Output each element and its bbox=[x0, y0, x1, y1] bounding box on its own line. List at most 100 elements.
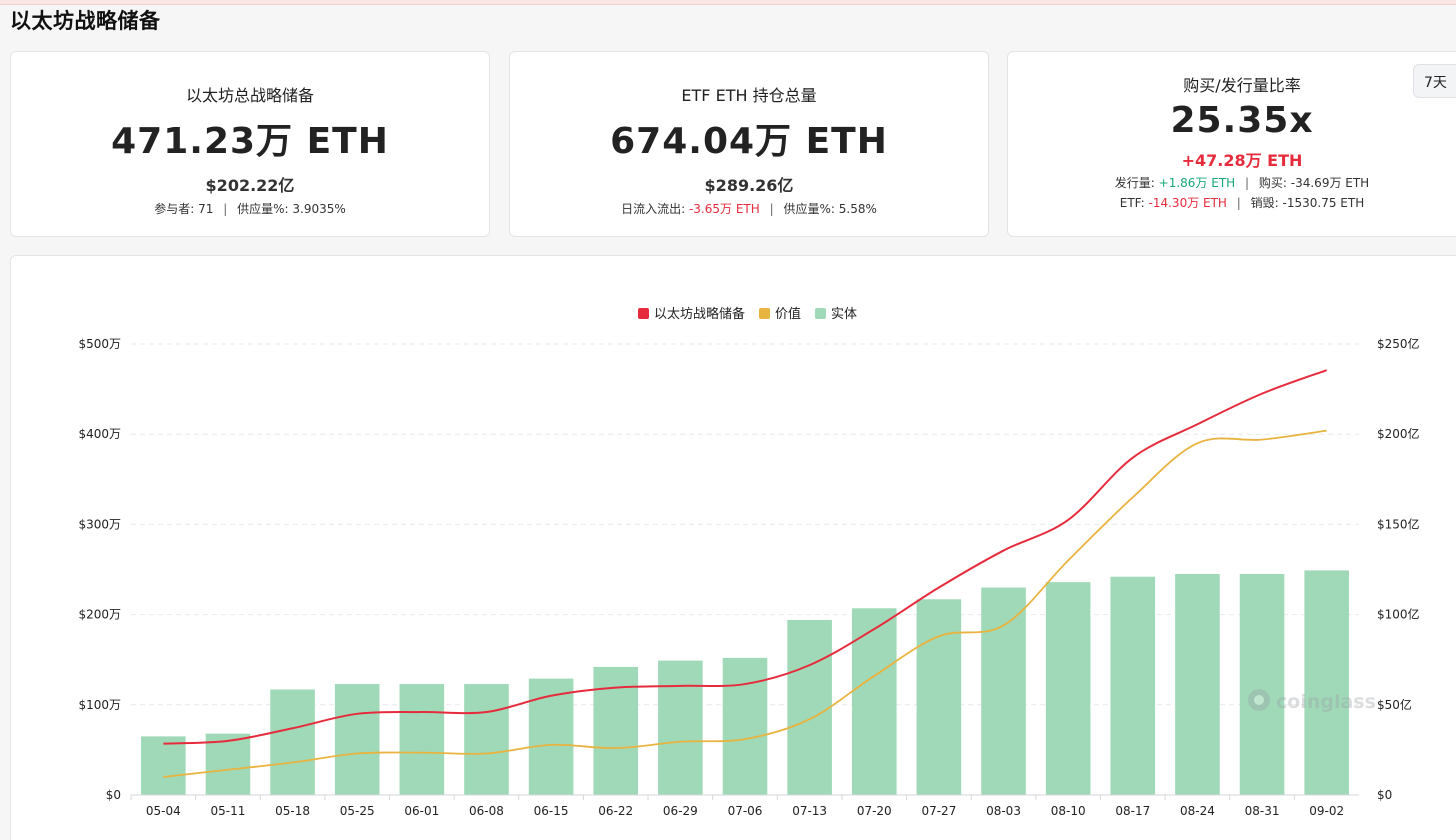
legend-swatch bbox=[815, 308, 826, 319]
y-left-tick-label: $300万 bbox=[78, 517, 121, 531]
x-tick-label: 08-24 bbox=[1180, 804, 1215, 818]
legend-item-entity[interactable]: 实体 bbox=[815, 307, 857, 322]
y-right-tick-label: $200亿 bbox=[1377, 426, 1420, 441]
entity-bar bbox=[722, 657, 768, 795]
daily-flow-value: -3.65万 ETH bbox=[688, 202, 760, 216]
separator: | bbox=[1236, 196, 1241, 210]
entity-bar bbox=[1110, 576, 1156, 795]
entity-bar bbox=[205, 733, 251, 795]
y-right-tick-label: $0 bbox=[1377, 788, 1392, 802]
etf-value: -14.30万 ETH bbox=[1148, 196, 1227, 210]
supply-value: 3.9035% bbox=[292, 202, 346, 216]
entity-bar bbox=[981, 587, 1026, 795]
y-right-tick-label: $150亿 bbox=[1377, 516, 1420, 531]
y-right-tick-label: $50亿 bbox=[1377, 697, 1412, 712]
ratio-value: 25.35x bbox=[1170, 100, 1314, 141]
separator: | bbox=[1245, 176, 1250, 190]
x-tick-label: 07-13 bbox=[792, 804, 827, 818]
y-left-tick-label: $500万 bbox=[78, 337, 121, 351]
etf-label: ETF: bbox=[1119, 196, 1145, 210]
separator: | bbox=[769, 202, 774, 216]
entity-bar bbox=[141, 736, 186, 795]
x-tick-label: 08-17 bbox=[1115, 804, 1150, 818]
y-left-tick-label: $100万 bbox=[78, 698, 121, 712]
chart-legend[interactable]: 以太坊战略储备 价值 实体 bbox=[638, 306, 857, 322]
y-left-tick-label: $200万 bbox=[78, 608, 121, 622]
value-line bbox=[163, 429, 1327, 778]
chart-lines bbox=[163, 369, 1328, 778]
legend-swatch bbox=[638, 308, 649, 319]
ratio-meta-row-2: ETF: -14.30万 ETH | 销毁: -1530.75 ETH bbox=[1008, 194, 1456, 211]
x-tick-label: 06-01 bbox=[404, 804, 439, 818]
supply-label: 供应量%: bbox=[783, 202, 835, 216]
x-tick-label: 07-06 bbox=[728, 804, 763, 818]
etf-holdings-usd: $289.26亿 bbox=[704, 176, 794, 195]
reserve-chart-card: $0 $0 $100万 $50亿 $200万 $100亿 $300万 $150亿 $400万 $2… bbox=[10, 255, 1456, 840]
y-left-tick-label: $400万 bbox=[78, 427, 121, 441]
issuance-value: +1.86万 ETH bbox=[1158, 176, 1236, 190]
x-tick-label: 08-31 bbox=[1245, 804, 1280, 818]
page-title: 以太坊战略储备 bbox=[10, 9, 161, 33]
reserve-chart: $0 $0 $100万 $50亿 $200万 $100亿 $300万 $150亿 $400万 $2… bbox=[78, 306, 1419, 818]
entity-bar bbox=[1304, 570, 1349, 795]
entity-bars bbox=[141, 570, 1349, 795]
etf-holdings-label: ETF ETH 持仓总量 bbox=[681, 86, 817, 105]
top-accent-line bbox=[0, 0, 1456, 5]
ratio-label: 购买/发行量比率 bbox=[1183, 76, 1301, 95]
entity-bar bbox=[334, 684, 380, 795]
x-tick-label: 06-22 bbox=[598, 804, 633, 818]
entity-bar bbox=[1175, 574, 1220, 795]
entity-bar bbox=[464, 684, 509, 795]
x-tick-label: 05-18 bbox=[275, 804, 310, 818]
reserve-line bbox=[163, 369, 1328, 745]
x-tick-label: 07-20 bbox=[857, 804, 892, 818]
x-tick-label: 05-25 bbox=[340, 804, 375, 818]
legend-label: 价值 bbox=[775, 306, 801, 322]
total-reserve-meta: 参与者: 71 | 供应量%: 3.9035% bbox=[11, 200, 489, 217]
x-tick-label: 05-11 bbox=[211, 804, 246, 818]
total-reserve-card: 以太坊总战略储备 471.23万 ETH $202.22亿 参与者: 71 | … bbox=[10, 51, 490, 237]
chart-axes: $0 $0 $100万 $50亿 $200万 $100亿 $300万 $150亿 $400万 $2… bbox=[78, 336, 1419, 818]
entity-bar bbox=[1045, 582, 1091, 795]
etf-holdings-card: ETF ETH 持仓总量 674.04万 ETH $289.26亿 日流入流出:… bbox=[509, 51, 989, 237]
x-tick-label: 06-29 bbox=[663, 804, 698, 818]
x-tick-label: 08-10 bbox=[1051, 804, 1086, 818]
total-reserve-usd: $202.22亿 bbox=[205, 176, 295, 195]
total-reserve-value: 471.23万 ETH bbox=[111, 121, 389, 162]
buy-label: 购买: bbox=[1258, 176, 1287, 190]
time-range-button[interactable]: 7天 bbox=[1413, 64, 1456, 98]
entity-bar bbox=[270, 689, 315, 795]
ratio-meta-row-1: 发行量: +1.86万 ETH | 购买: -34.69万 ETH bbox=[1008, 174, 1456, 191]
legend-label: 以太坊战略储备 bbox=[654, 306, 745, 322]
entity-bar bbox=[1239, 574, 1285, 795]
legend-label: 实体 bbox=[831, 307, 857, 322]
ratio-net-change: +47.28万 ETH bbox=[1181, 151, 1303, 170]
coinglass-watermark-text: coinglass bbox=[1276, 691, 1376, 713]
x-tick-label: 06-08 bbox=[469, 804, 504, 818]
legend-item-reserve[interactable]: 以太坊战略储备 bbox=[638, 306, 745, 322]
y-left-tick-label: $0 bbox=[106, 788, 121, 802]
total-reserve-label: 以太坊总战略储备 bbox=[185, 86, 314, 105]
burn-value: -1530.75 ETH bbox=[1282, 196, 1365, 210]
entity-bar bbox=[528, 678, 574, 795]
entity-bar bbox=[658, 660, 703, 795]
legend-item-value[interactable]: 价值 bbox=[759, 306, 801, 322]
y-right-tick-label: $250亿 bbox=[1377, 336, 1420, 351]
coinglass-logo-icon bbox=[1248, 689, 1270, 711]
issuance-label: 发行量: bbox=[1114, 176, 1155, 190]
coinglass-watermark: coinglass bbox=[1248, 689, 1376, 713]
y-right-tick-label: $100亿 bbox=[1377, 607, 1420, 622]
entity-bar bbox=[787, 620, 832, 795]
entity-bar bbox=[399, 684, 445, 795]
x-tick-label: 05-04 bbox=[146, 804, 181, 818]
legend-swatch bbox=[759, 308, 770, 319]
etf-holdings-value: 674.04万 ETH bbox=[610, 121, 888, 162]
participants-label: 参与者: bbox=[154, 202, 195, 216]
separator: | bbox=[223, 202, 228, 216]
x-tick-label: 07-27 bbox=[921, 804, 956, 818]
x-tick-label: 08-03 bbox=[986, 804, 1021, 818]
chart-grid bbox=[131, 343, 1359, 706]
supply-label: 供应量%: bbox=[237, 202, 289, 216]
burn-label: 销毁: bbox=[1250, 196, 1279, 210]
participants-value: 71 bbox=[198, 202, 214, 216]
